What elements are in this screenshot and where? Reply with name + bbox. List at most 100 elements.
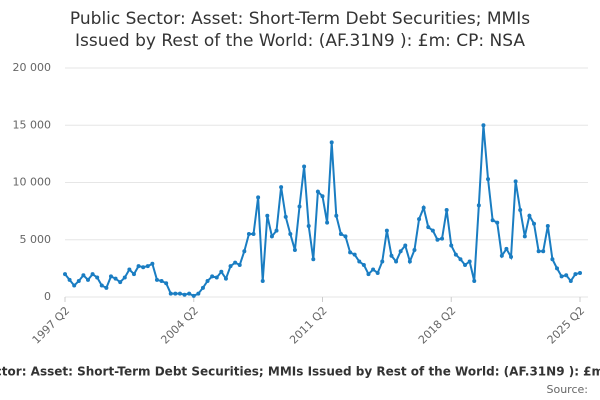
point [63, 272, 67, 277]
point [361, 262, 366, 267]
point [573, 272, 578, 277]
point [288, 232, 293, 237]
x-tick-label: 2011 Q2 [287, 304, 330, 347]
point [311, 257, 316, 262]
point [444, 207, 449, 212]
point [518, 207, 523, 212]
point [283, 214, 288, 219]
x-tick-label: 1997 Q2 [30, 304, 73, 347]
point [481, 123, 486, 128]
point [81, 273, 86, 278]
point [191, 293, 196, 298]
point [210, 274, 215, 279]
point [306, 224, 311, 229]
point [550, 257, 555, 262]
point [122, 275, 127, 280]
point [375, 270, 380, 275]
point [113, 276, 118, 281]
point [246, 232, 251, 237]
y-tick-label: 0 [44, 290, 51, 303]
point [499, 253, 504, 258]
point [564, 273, 569, 278]
point [237, 262, 242, 267]
point [219, 269, 224, 274]
point [256, 195, 261, 200]
point [555, 266, 560, 271]
point [90, 272, 95, 277]
point [522, 234, 527, 239]
point [177, 291, 182, 296]
point [200, 285, 205, 290]
point [421, 205, 426, 210]
point [173, 291, 178, 296]
point [118, 280, 123, 285]
point [536, 249, 541, 254]
point [329, 140, 334, 145]
point [302, 164, 307, 169]
point [490, 218, 495, 223]
point [233, 260, 238, 265]
point [394, 259, 399, 264]
point [269, 234, 274, 239]
point [205, 278, 210, 283]
point [476, 203, 481, 208]
legend-entry: Public Sector: Asset: Short-Term Debt Se… [0, 365, 600, 379]
point [141, 265, 146, 270]
x-tick-label: 2018 Q2 [416, 304, 459, 347]
point [371, 267, 376, 272]
y-tick-label: 15 000 [13, 118, 52, 131]
point [348, 250, 353, 255]
point [472, 278, 477, 283]
point [196, 291, 201, 296]
point [228, 264, 233, 269]
point [568, 278, 573, 283]
y-tick-label: 20 000 [13, 61, 52, 74]
point [527, 213, 532, 218]
point [343, 234, 348, 239]
point [578, 270, 582, 275]
point [242, 249, 247, 254]
point [145, 264, 150, 269]
point [453, 252, 458, 257]
point [357, 259, 362, 264]
point [131, 272, 136, 277]
point [545, 224, 550, 229]
line [64, 125, 581, 297]
point [214, 275, 219, 280]
y-tick-label: 5 000 [20, 233, 52, 246]
point [76, 278, 81, 283]
point [168, 291, 173, 296]
point [352, 252, 357, 257]
point [458, 257, 463, 262]
point [154, 277, 159, 282]
point [403, 243, 408, 248]
point [274, 228, 279, 233]
point [334, 213, 339, 218]
y-tick-label: 10 000 [13, 176, 52, 189]
point [407, 259, 412, 264]
point [467, 259, 472, 264]
point [104, 285, 109, 290]
point [150, 261, 155, 266]
point [430, 228, 435, 233]
point [279, 185, 284, 190]
point [463, 262, 468, 267]
point [223, 276, 228, 281]
point [509, 254, 514, 259]
point [182, 292, 187, 297]
point [398, 249, 403, 254]
x-tick-label: 2004 Q2 [158, 304, 201, 347]
point [164, 281, 169, 286]
point [251, 232, 256, 237]
chart-title: Issued by Rest of the World: (AF.31N9 ):… [75, 31, 525, 51]
point [260, 278, 265, 283]
point [435, 237, 440, 242]
point [449, 243, 454, 248]
point [108, 274, 113, 279]
point [136, 264, 141, 269]
point [325, 220, 330, 225]
point [417, 217, 422, 222]
point [320, 194, 325, 199]
